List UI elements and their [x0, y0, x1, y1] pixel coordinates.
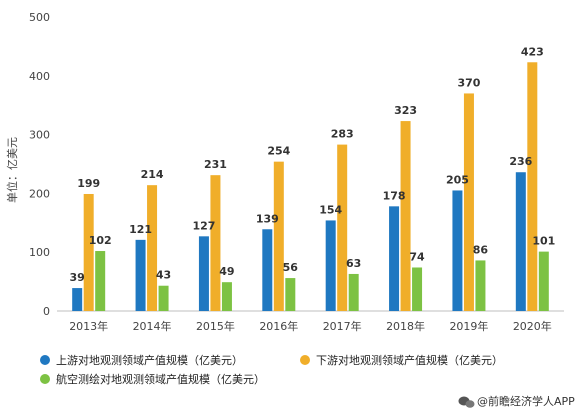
- x-tick-label: 2020年: [513, 319, 552, 333]
- bar-aerial: [412, 267, 423, 311]
- data-label-upstream: 139: [256, 212, 279, 225]
- bar-downstream: [337, 144, 348, 311]
- source-text: @前瞻经济学人APP: [477, 394, 575, 408]
- bar-aerial: [285, 278, 296, 311]
- x-tick-label: 2016年: [259, 319, 298, 333]
- x-tick-label: 2017年: [323, 319, 362, 333]
- bar-aerial: [95, 251, 106, 311]
- bars: [72, 62, 549, 312]
- x-tick-label: 2018年: [386, 319, 425, 333]
- legend-marker-upstream: [40, 355, 50, 365]
- data-label-downstream: 283: [331, 128, 354, 141]
- legend-label-upstream: 上游对地观测领域产值规模（亿美元）: [56, 353, 243, 367]
- data-label-downstream: 370: [457, 76, 480, 89]
- bar-upstream: [325, 220, 336, 311]
- bar-aerial: [538, 251, 549, 311]
- y-tick-label: 500: [29, 11, 50, 24]
- data-label-aerial: 102: [89, 234, 112, 247]
- y-tick-label: 0: [43, 305, 50, 318]
- data-label-upstream: 39: [70, 271, 85, 284]
- y-tick-label: 400: [29, 70, 50, 83]
- legend: 上游对地观测领域产值规模（亿美元） 下游对地观测领域产值规模（亿美元） 航空测绘…: [40, 353, 503, 386]
- bar-aerial: [348, 273, 359, 311]
- data-label-upstream: 127: [192, 219, 215, 232]
- bar-aerial: [221, 282, 232, 311]
- y-tick-label: 100: [29, 246, 50, 259]
- bar-upstream: [515, 172, 526, 311]
- data-label-aerial: 56: [283, 261, 299, 274]
- x-tick-label: 2019年: [449, 319, 488, 333]
- data-label-upstream: 121: [129, 223, 152, 236]
- data-label-aerial: 74: [409, 250, 425, 263]
- data-label-aerial: 49: [219, 265, 234, 278]
- bar-upstream: [198, 236, 209, 311]
- bar-downstream: [400, 121, 411, 312]
- legend-label-downstream: 下游对地观测领域产值规模（亿美元）: [316, 353, 503, 367]
- data-label-upstream: 154: [319, 203, 342, 216]
- data-label-downstream: 214: [141, 168, 164, 181]
- x-tick-label: 2015年: [196, 319, 235, 333]
- bar-aerial: [475, 260, 486, 311]
- bar-downstream: [527, 62, 538, 311]
- bar-upstream: [262, 229, 273, 311]
- data-label-aerial: 63: [346, 257, 361, 270]
- data-label-downstream: 423: [521, 45, 544, 58]
- data-label-downstream: 199: [77, 177, 100, 190]
- bar-downstream: [463, 93, 474, 311]
- bar-upstream: [389, 206, 400, 311]
- legend-marker-downstream: [300, 355, 310, 365]
- legend-label-aerial: 航空测绘对地观测领域产值规模（亿美元）: [56, 372, 265, 386]
- data-labels: 39 199 102 121 214 43 127 231 49 139 254 56 154 283 63…: [70, 45, 556, 284]
- data-label-aerial: 101: [532, 235, 555, 248]
- source-credit: @前瞻经济学人APP: [458, 394, 575, 408]
- data-label-upstream: 205: [446, 173, 469, 186]
- y-tick-label: 300: [29, 129, 50, 142]
- data-label-upstream: 236: [509, 155, 532, 168]
- y-axis-ticks: 0 100 200 300 400 500: [29, 11, 50, 318]
- bar-downstream: [83, 193, 94, 311]
- x-tick-label: 2014年: [133, 319, 172, 333]
- y-axis-label: 单位：亿美元: [5, 137, 19, 203]
- bar-upstream: [135, 239, 146, 311]
- bar-upstream: [452, 190, 463, 311]
- legend-marker-aerial: [40, 374, 50, 384]
- bar-downstream: [273, 161, 284, 311]
- bar-downstream: [210, 175, 221, 311]
- data-label-aerial: 43: [156, 269, 171, 282]
- x-axis-ticks: 2013年 2014年 2015年 2016年 2017年 2018年 2019年 2020年: [69, 319, 552, 333]
- data-label-downstream: 254: [267, 145, 290, 158]
- data-label-upstream: 178: [383, 189, 406, 202]
- data-label-downstream: 231: [204, 158, 227, 171]
- data-label-downstream: 323: [394, 104, 417, 117]
- data-label-aerial: 86: [473, 243, 489, 256]
- bar-upstream: [72, 288, 83, 311]
- bar-aerial: [158, 285, 169, 311]
- wechat-icon: [458, 396, 475, 408]
- y-tick-label: 200: [29, 187, 50, 200]
- x-tick-label: 2013年: [69, 319, 108, 333]
- bar-downstream: [147, 185, 158, 311]
